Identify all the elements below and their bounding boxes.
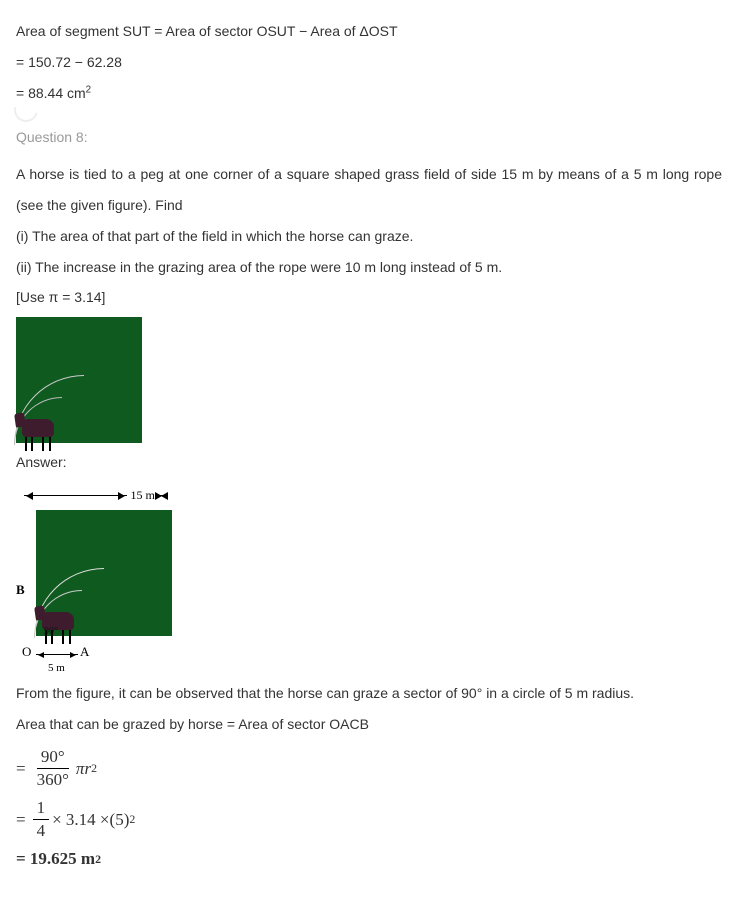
f1-den: 360° <box>33 769 73 791</box>
f2-sup: 2 <box>129 812 135 827</box>
point-B-label: B <box>16 576 25 605</box>
observation-text: From the figure, it can be observed that… <box>16 678 722 709</box>
dimension-15m: 15 m <box>24 482 164 508</box>
formula-result: = 19.625 m2 <box>16 848 722 870</box>
question-part-ii: (ii) The increase in the grazing area of… <box>16 252 722 283</box>
formula-substitution: = 1 4 × 3.14 × (5)2 <box>16 797 722 842</box>
f2-base: (5) <box>110 809 130 831</box>
segment-area-line3: = 88.44 cm2 <box>16 78 722 109</box>
horse-graphic <box>22 419 54 437</box>
f3-sup: 2 <box>95 852 101 867</box>
question-heading: Question 8: <box>16 122 722 153</box>
f2-num: 1 <box>33 797 50 820</box>
use-pi-note: [Use π = 3.14] <box>16 282 722 313</box>
figure-1-field <box>16 317 142 443</box>
question-text-main: A horse is tied to a peg at one corner o… <box>16 159 722 221</box>
point-O-label: O <box>22 638 31 667</box>
f1-sup: 2 <box>91 761 97 776</box>
answer-label: Answer: <box>16 447 722 478</box>
f3-value: = 19.625 m <box>16 848 95 870</box>
angle-90-label: 90° <box>44 621 58 643</box>
segment-area-line2: = 150.72 − 62.28 <box>16 47 722 78</box>
f2-times: × 3.14 × <box>52 809 109 831</box>
f2-den: 4 <box>33 820 50 842</box>
formula-sector-area: = 90° 360° πr2 <box>16 746 722 791</box>
square-field <box>36 510 172 636</box>
dim5-label: 5 m <box>48 656 65 680</box>
figure-2-wrap: 15 m B O A 90° 5 m <box>16 482 722 670</box>
question-part-i: (i) The area of that part of the field i… <box>16 221 722 252</box>
f1-r: r <box>84 758 91 780</box>
figure-2-field: B O A 90° 5 m <box>16 510 176 670</box>
f1-pi: π <box>76 758 85 780</box>
line3-sup: 2 <box>86 84 91 95</box>
segment-area-line1: Area of segment SUT = Area of sector OSU… <box>16 16 722 47</box>
point-A-label: A <box>80 638 89 667</box>
grazed-area-label: Area that can be grazed by horse = Area … <box>16 709 722 740</box>
f1-num: 90° <box>37 746 69 769</box>
dimension-5m <box>36 654 78 655</box>
